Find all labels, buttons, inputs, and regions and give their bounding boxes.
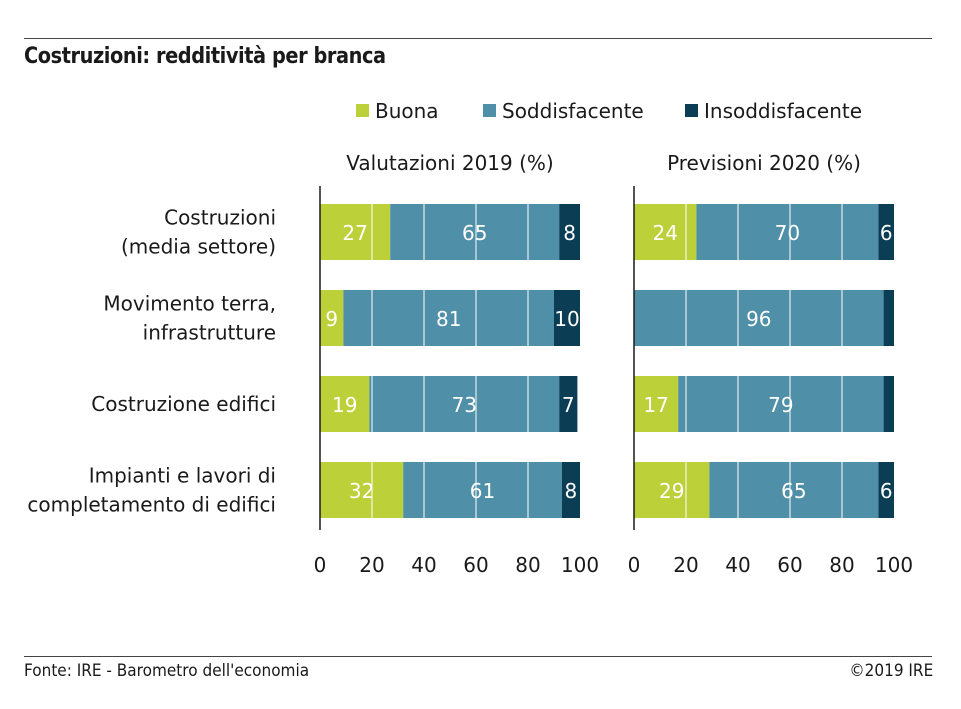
- footer-copyright: ©2019 IRE: [849, 661, 933, 681]
- bar-buona: [634, 376, 679, 432]
- data-label-soddisfacente: 81: [436, 307, 461, 331]
- bar-soddisfacente: [343, 290, 554, 346]
- data-label-soddisfacente: 65: [781, 479, 806, 503]
- x-tick-label: 0: [314, 553, 327, 577]
- x-tick-label: 20: [673, 553, 698, 577]
- bar-insoddisfacente: [559, 376, 578, 432]
- category-label: Costruzione edifici: [91, 392, 276, 416]
- category-label: completamento di edifici: [27, 493, 276, 517]
- chart-title: Costruzioni: redditività per branca: [24, 44, 386, 69]
- data-label-soddisfacente: 73: [452, 393, 477, 417]
- x-tick-label: 80: [515, 553, 540, 577]
- x-tick-label: 60: [463, 553, 488, 577]
- legend-label-soddisfacente: Soddisfacente: [502, 99, 644, 123]
- bar-buona: [320, 290, 344, 346]
- bar-insoddisfacente: [878, 204, 894, 260]
- data-label-soddisfacente: 96: [746, 307, 771, 331]
- data-label-buona: 29: [659, 479, 684, 503]
- bar-buona: [320, 204, 391, 260]
- data-label-insoddisfacente: 7: [562, 393, 575, 417]
- bar-soddisfacente: [403, 462, 562, 518]
- bar-buona: [320, 462, 404, 518]
- x-tick-label: 100: [875, 553, 913, 577]
- category-label: Movimento terra,: [103, 292, 276, 316]
- data-label-soddisfacente: 65: [462, 221, 487, 245]
- bar-buona: [634, 462, 710, 518]
- category-label: Costruzioni: [164, 206, 276, 230]
- category-label: infrastrutture: [143, 321, 276, 345]
- bar-insoddisfacente: [561, 462, 580, 518]
- panel-subtitle: Previsioni 2020 (%): [667, 151, 861, 175]
- data-label-insoddisfacente: 8: [565, 479, 578, 503]
- data-label-soddisfacente: 79: [768, 393, 793, 417]
- x-tick-label: 60: [777, 553, 802, 577]
- panel-subtitle: Valutazioni 2019 (%): [346, 151, 553, 175]
- category-label: Impianti e lavori di: [89, 464, 276, 488]
- bar-insoddisfacente: [878, 462, 894, 518]
- data-label-buona: 27: [342, 221, 367, 245]
- data-label-buona: 19: [332, 393, 357, 417]
- data-label-soddisfacente: 61: [470, 479, 495, 503]
- legend-swatch-insoddisfacente: [685, 104, 698, 117]
- bar-insoddisfacente: [559, 204, 580, 260]
- category-label: (media settore): [121, 235, 276, 259]
- top-rule: [24, 38, 932, 39]
- legend-swatch-buona: [356, 104, 369, 117]
- x-tick-label: 40: [411, 553, 436, 577]
- footer-source: Fonte: IRE - Barometro dell'economia: [24, 661, 310, 681]
- bar-insoddisfacente: [883, 290, 894, 346]
- data-label-insoddisfacente: 10: [554, 307, 579, 331]
- bar-soddisfacente: [696, 204, 879, 260]
- x-tick-label: 100: [561, 553, 599, 577]
- legend-label-buona: Buona: [375, 99, 439, 123]
- x-tick-label: 0: [628, 553, 641, 577]
- data-label-insoddisfacente: 6: [880, 479, 893, 503]
- data-label-buona: 9: [325, 307, 338, 331]
- x-tick-label: 40: [725, 553, 750, 577]
- bar-soddisfacente: [678, 376, 884, 432]
- bottom-rule: [24, 656, 932, 657]
- legend-swatch-soddisfacente: [483, 104, 496, 117]
- bar-soddisfacente: [390, 204, 560, 260]
- x-tick-label: 80: [829, 553, 854, 577]
- data-label-insoddisfacente: 8: [563, 221, 576, 245]
- data-label-insoddisfacente: 6: [880, 221, 893, 245]
- data-label-soddisfacente: 70: [775, 221, 800, 245]
- bar-insoddisfacente: [554, 290, 580, 346]
- legend-label-insoddisfacente: Insoddisfacente: [704, 99, 862, 123]
- data-label-buona: 32: [349, 479, 374, 503]
- bar-insoddisfacente: [883, 376, 894, 432]
- data-label-buona: 24: [652, 221, 677, 245]
- bar-buona: [320, 376, 370, 432]
- x-tick-label: 20: [359, 553, 384, 577]
- data-label-buona: 17: [643, 393, 668, 417]
